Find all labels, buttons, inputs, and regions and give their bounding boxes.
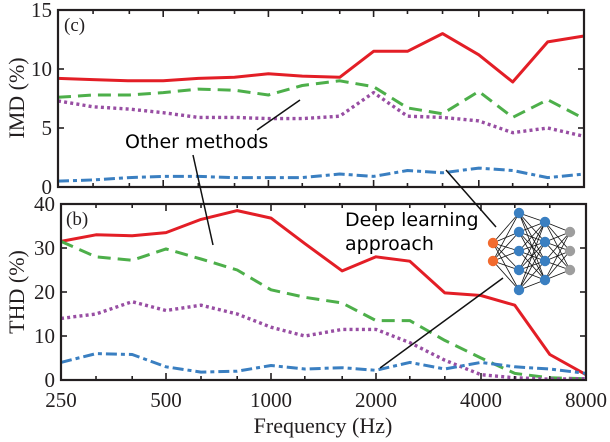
nn-node-hidden1 [513, 226, 525, 238]
thd-series-method-c [60, 300, 587, 381]
nn-node-hidden2 [539, 216, 551, 228]
nn-edge [544, 231, 571, 262]
thd-ytick-label: 10 [34, 324, 55, 348]
thd-y-axis-title: THD (%) [4, 250, 29, 334]
thd-panel: 0 10 20 30 40 250 500 1000 2000 4000 8000 (b) THD … [4, 192, 607, 438]
thd-ytick-label: 40 [34, 192, 55, 216]
nn-edge [492, 242, 520, 271]
nn-edge [544, 221, 571, 252]
nn-edge [518, 260, 546, 291]
thd-series-method-b [60, 240, 587, 381]
nn-edge [492, 260, 520, 291]
nn-edge [492, 231, 520, 262]
imd-ytick-label: 10 [31, 57, 52, 81]
nn-edge [518, 221, 546, 291]
nn-edge [492, 212, 520, 262]
xtick-label: 1000 [250, 388, 292, 412]
nn-node-hidden1 [513, 284, 525, 296]
deep-learning-leader-top [445, 169, 497, 228]
nn-node-input [487, 255, 499, 267]
thd-ytick-label: 30 [34, 236, 55, 260]
thd-axes-frame [59, 202, 588, 382]
xtick-label: 2000 [355, 388, 397, 412]
other-methods-leader-top [256, 99, 301, 131]
nn-node-hidden1 [513, 245, 525, 257]
imd-ytick-label: 15 [31, 0, 52, 22]
thd-ticks: 0 10 20 30 40 250 500 1000 2000 4000 8000 [34, 192, 607, 412]
imd-panel-label: (c) [64, 15, 85, 36]
imd-ticks: 0 5 10 15 [31, 0, 585, 199]
deep-learning-label-line2: approach [345, 233, 434, 255]
nn-edge [492, 212, 520, 244]
thd-series-method-a [60, 209, 587, 377]
deep-learning-leader-bottom [379, 277, 504, 369]
nn-node-hidden2 [539, 274, 551, 286]
nn-edge [518, 221, 546, 252]
neural-network-icon [487, 207, 576, 296]
imd-series-method-c [57, 90, 585, 138]
xtick-label: 4000 [460, 388, 502, 412]
nn-node-output [564, 245, 576, 257]
imd-series-method-a [57, 32, 585, 84]
x-axis-title: Frequency (Hz) [254, 413, 393, 438]
imd-axes-frame [56, 8, 586, 189]
nn-edge [544, 231, 571, 281]
other-methods-label: Other methods [125, 131, 268, 153]
annotations: Other methods Deep learning approach [125, 99, 576, 369]
nn-node-hidden1 [513, 207, 525, 219]
xtick-label: 500 [150, 388, 182, 412]
imd-series-group [57, 32, 585, 183]
nn-edge [518, 212, 546, 243]
xtick-label: 8000 [565, 388, 607, 412]
xtick-label: 250 [45, 388, 77, 412]
deep-learning-label-line1: Deep learning [345, 209, 479, 231]
nn-edge [492, 242, 520, 291]
nn-edge [518, 241, 546, 291]
thd-panel-label: (b) [66, 209, 88, 230]
thd-series-deep-learning-approach [60, 352, 587, 375]
imd-y-axis-title: IMD (%) [4, 57, 29, 138]
imd-panel: 0 5 10 15 (c) IMD (%) [4, 0, 586, 199]
imd-ytick-label: 0 [42, 175, 53, 199]
nn-node-hidden2 [539, 236, 551, 248]
nn-node-hidden1 [513, 264, 525, 276]
nn-node-output [564, 264, 576, 276]
thd-ytick-label: 0 [45, 368, 56, 392]
nn-edge [518, 221, 546, 271]
other-methods-leader-bottom [192, 154, 214, 246]
nn-node-hidden2 [539, 255, 551, 267]
nn-edge [544, 250, 571, 281]
imd-series-method-b [57, 79, 585, 120]
nn-node-input [487, 237, 499, 249]
imd-series-deep-learning-approach [57, 166, 585, 183]
nn-node-output [564, 226, 576, 238]
imd-ytick-label: 5 [42, 116, 53, 140]
thd-series-group [60, 209, 587, 381]
thd-ytick-label: 20 [34, 280, 55, 304]
